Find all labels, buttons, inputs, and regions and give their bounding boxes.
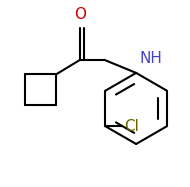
Text: Cl: Cl — [124, 119, 139, 134]
Text: O: O — [74, 7, 86, 22]
Text: NH: NH — [140, 51, 163, 66]
